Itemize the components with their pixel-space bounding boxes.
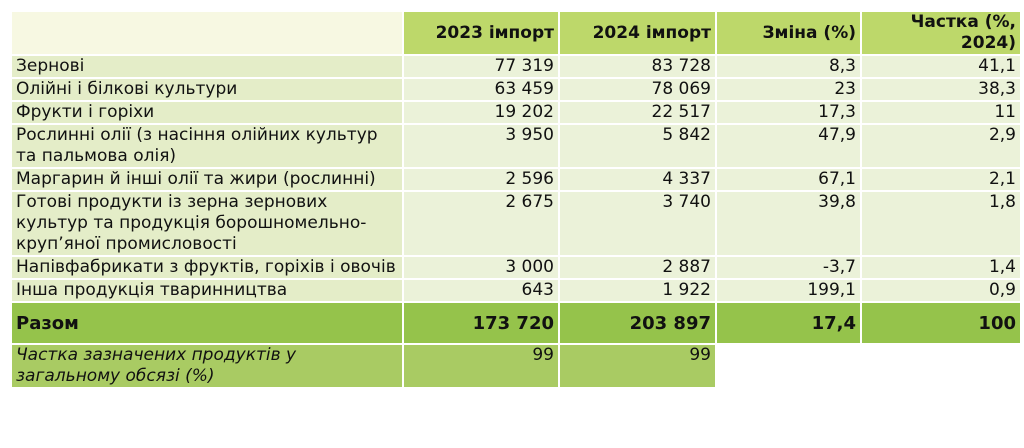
row-label: Напівфабрикати з фруктів, горіхів і овоч… (10, 255, 404, 280)
cell-2024: 83 728 (558, 54, 717, 79)
cell-share: 1,4 (860, 255, 1022, 280)
cell-2023: 63 459 (402, 77, 560, 102)
cell-share: 38,3 (860, 77, 1022, 102)
table-row: Маргарин й інші олії та жири (рослинні) … (10, 167, 1022, 192)
header-2023-import: 2023 імпорт (402, 10, 560, 56)
total-share: 100 (860, 301, 1022, 345)
cell-share: 2,1 (860, 167, 1022, 192)
cell-change: 17,3 (715, 100, 862, 125)
empty-cell (860, 343, 1022, 389)
cell-2023: 2 675 (402, 190, 560, 257)
cell-change: 23 (715, 77, 862, 102)
cell-share: 1,8 (860, 190, 1022, 257)
row-label: Інша продукція тваринництва (10, 278, 404, 303)
table-row: Готові продукти із зерна зернових культу… (10, 190, 1022, 257)
table-row: Олійні і білкові культури 63 459 78 069 … (10, 77, 1022, 102)
cell-change: 39,8 (715, 190, 862, 257)
total-label: Разом (10, 301, 404, 345)
cell-share: 41,1 (860, 54, 1022, 79)
header-2024-import: 2024 імпорт (558, 10, 717, 56)
cell-2024: 4 337 (558, 167, 717, 192)
cell-share: 0,9 (860, 278, 1022, 303)
table-row: Інша продукція тваринництва 643 1 922 19… (10, 278, 1022, 303)
cell-change: 199,1 (715, 278, 862, 303)
row-label: Рослинні олії (з насіння олійних культур… (10, 123, 404, 169)
row-label: Готові продукти із зерна зернових культу… (10, 190, 404, 257)
import-table: 2023 імпорт 2024 імпорт Зміна (%) Частка… (10, 10, 1022, 389)
row-label: Зернові (10, 54, 404, 79)
table-row: Фрукти і горіхи 19 202 22 517 17,3 11 (10, 100, 1022, 125)
cell-change: -3,7 (715, 255, 862, 280)
cell-2023: 2 596 (402, 167, 560, 192)
cell-2024: 22 517 (558, 100, 717, 125)
share-2024: 99 (558, 343, 717, 389)
cell-2024: 5 842 (558, 123, 717, 169)
cell-2023: 3 950 (402, 123, 560, 169)
cell-share: 11 (860, 100, 1022, 125)
header-share: Частка (%, 2024) (860, 10, 1022, 56)
row-label: Маргарин й інші олії та жири (рослинні) (10, 167, 404, 192)
total-row: Разом 173 720 203 897 17,4 100 (10, 301, 1022, 345)
row-label: Фрукти і горіхи (10, 100, 404, 125)
share-row-label: Частка зазначених продуктів у загальному… (10, 343, 404, 389)
cell-2024: 1 922 (558, 278, 717, 303)
cell-change: 67,1 (715, 167, 862, 192)
total-2023: 173 720 (402, 301, 560, 345)
cell-change: 8,3 (715, 54, 862, 79)
cell-2023: 19 202 (402, 100, 560, 125)
share-2023: 99 (402, 343, 560, 389)
header-change: Зміна (%) (715, 10, 862, 56)
header-product (10, 10, 404, 56)
row-label: Олійні і білкові культури (10, 77, 404, 102)
table-row: Рослинні олії (з насіння олійних культур… (10, 123, 1022, 169)
cell-2024: 2 887 (558, 255, 717, 280)
cell-share: 2,9 (860, 123, 1022, 169)
cell-2024: 3 740 (558, 190, 717, 257)
total-2024: 203 897 (558, 301, 717, 345)
empty-cell (715, 343, 862, 389)
header-row: 2023 імпорт 2024 імпорт Зміна (%) Частка… (10, 10, 1022, 56)
cell-2023: 3 000 (402, 255, 560, 280)
cell-2023: 643 (402, 278, 560, 303)
cell-change: 47,9 (715, 123, 862, 169)
table-row: Зернові 77 319 83 728 8,3 41,1 (10, 54, 1022, 79)
share-row: Частка зазначених продуктів у загальному… (10, 343, 1022, 389)
total-change: 17,4 (715, 301, 862, 345)
table-row: Напівфабрикати з фруктів, горіхів і овоч… (10, 255, 1022, 280)
cell-2024: 78 069 (558, 77, 717, 102)
cell-2023: 77 319 (402, 54, 560, 79)
